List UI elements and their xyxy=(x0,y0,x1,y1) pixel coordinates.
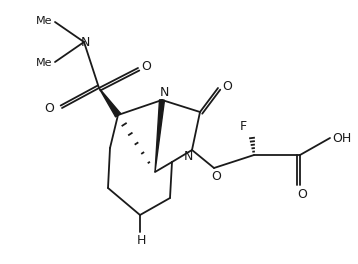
Polygon shape xyxy=(99,88,120,117)
Text: O: O xyxy=(44,101,54,115)
Text: N: N xyxy=(183,150,193,163)
Text: H: H xyxy=(136,234,146,248)
Text: O: O xyxy=(297,187,307,200)
Polygon shape xyxy=(155,100,164,172)
Text: OH: OH xyxy=(332,131,352,144)
Text: O: O xyxy=(211,171,221,183)
Text: O: O xyxy=(141,59,151,73)
Text: Me: Me xyxy=(35,58,52,68)
Text: N: N xyxy=(80,35,90,49)
Text: O: O xyxy=(222,79,232,92)
Text: F: F xyxy=(240,120,247,134)
Text: Me: Me xyxy=(35,16,52,26)
Text: N: N xyxy=(159,87,169,100)
